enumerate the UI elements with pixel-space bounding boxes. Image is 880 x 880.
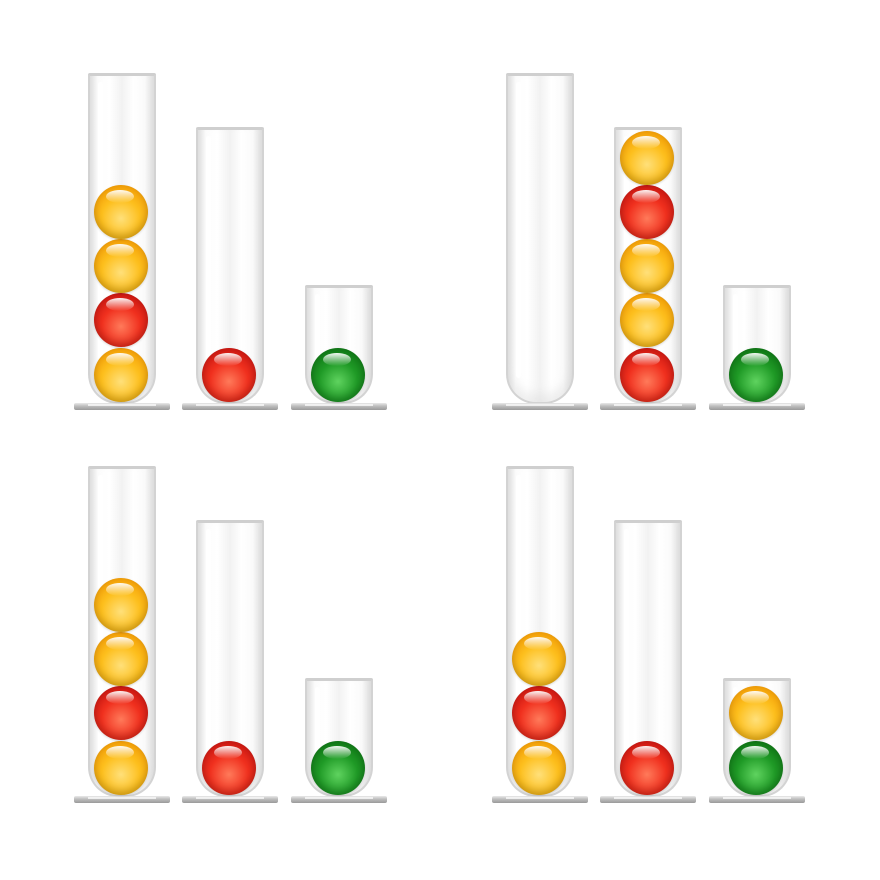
red-ball[interactable] <box>512 686 566 740</box>
tube-glass <box>506 73 574 404</box>
tube-base <box>182 796 278 803</box>
green-ball[interactable] <box>729 741 783 795</box>
yellow-ball[interactable] <box>729 686 783 740</box>
tube-base <box>600 796 696 803</box>
yellow-ball[interactable] <box>94 239 148 293</box>
yellow-ball[interactable] <box>512 741 566 795</box>
tube-2[interactable] <box>182 127 278 410</box>
red-ball[interactable] <box>620 741 674 795</box>
tube-3[interactable] <box>709 285 805 410</box>
tube-1[interactable] <box>74 73 170 410</box>
puzzle-panel-3 <box>0 393 440 833</box>
tube-3[interactable] <box>291 285 387 410</box>
yellow-ball[interactable] <box>94 741 148 795</box>
green-ball[interactable] <box>311 741 365 795</box>
red-ball[interactable] <box>202 741 256 795</box>
tube-1[interactable] <box>74 466 170 803</box>
tube-base <box>600 403 696 410</box>
tube-base <box>74 796 170 803</box>
tube-base <box>492 796 588 803</box>
tube-base <box>291 796 387 803</box>
puzzle-panel-4 <box>418 393 858 833</box>
red-ball[interactable] <box>620 348 674 402</box>
green-ball[interactable] <box>729 348 783 402</box>
yellow-ball[interactable] <box>620 293 674 347</box>
tube-base <box>492 403 588 410</box>
tube-3[interactable] <box>291 678 387 803</box>
tube-2[interactable] <box>600 127 696 410</box>
tube-3[interactable] <box>709 678 805 803</box>
tube-1[interactable] <box>492 466 588 803</box>
red-ball[interactable] <box>94 293 148 347</box>
tube-base <box>291 403 387 410</box>
tube-base <box>182 403 278 410</box>
tube-2[interactable] <box>182 520 278 803</box>
tube-base <box>709 403 805 410</box>
puzzle-panel-2 <box>418 0 858 440</box>
yellow-ball[interactable] <box>620 131 674 185</box>
yellow-ball[interactable] <box>620 239 674 293</box>
tube-1[interactable] <box>492 73 588 410</box>
yellow-ball[interactable] <box>94 578 148 632</box>
tube-base <box>74 403 170 410</box>
yellow-ball[interactable] <box>94 348 148 402</box>
tube-base <box>709 796 805 803</box>
yellow-ball[interactable] <box>512 632 566 686</box>
green-ball[interactable] <box>311 348 365 402</box>
tube-2[interactable] <box>600 520 696 803</box>
yellow-ball[interactable] <box>94 632 148 686</box>
puzzle-panel-1 <box>0 0 440 440</box>
red-ball[interactable] <box>94 686 148 740</box>
yellow-ball[interactable] <box>94 185 148 239</box>
red-ball[interactable] <box>202 348 256 402</box>
red-ball[interactable] <box>620 185 674 239</box>
